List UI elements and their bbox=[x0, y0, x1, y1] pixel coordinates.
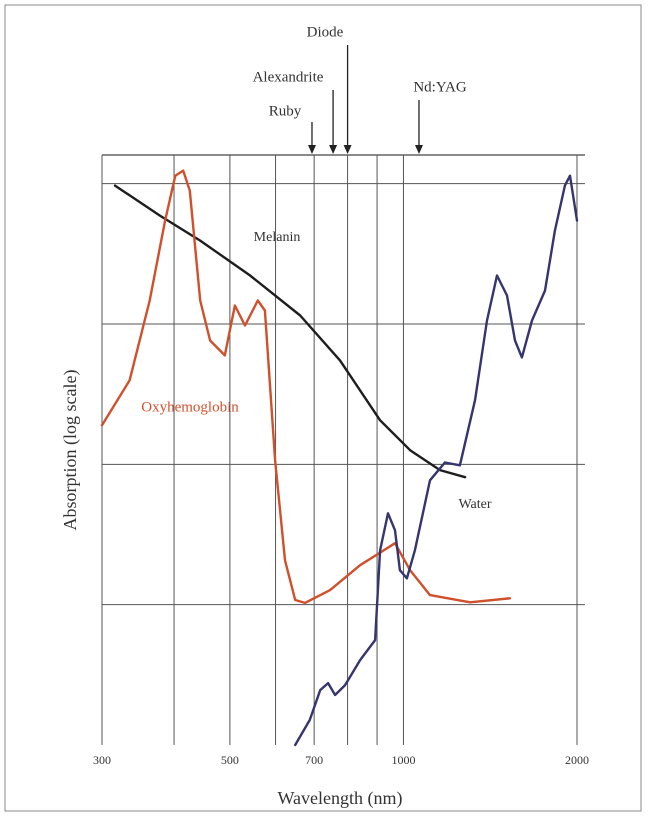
series-line bbox=[100, 169, 512, 605]
laser-label: Diode bbox=[307, 24, 344, 40]
laser-label: Ruby bbox=[269, 103, 302, 119]
x-tick-label: 500 bbox=[221, 753, 239, 767]
laser-label: Nd:YAG bbox=[413, 79, 467, 95]
laser-arrow-head bbox=[329, 145, 338, 154]
series-label: Melanin bbox=[254, 230, 301, 245]
series-line bbox=[294, 174, 579, 747]
x-tick-label: 700 bbox=[305, 753, 323, 767]
x-axis-label: Wavelength (nm) bbox=[277, 788, 402, 809]
series-line bbox=[113, 184, 467, 479]
laser-arrow-head bbox=[414, 145, 423, 154]
y-axis-label: Absorption (log scale) bbox=[60, 370, 81, 531]
series-label: Oxyhemoglobin bbox=[141, 399, 239, 415]
frame bbox=[4, 4, 642, 812]
laser-arrow-head bbox=[343, 145, 352, 154]
x-tick-label: 300 bbox=[93, 753, 111, 767]
x-tick-label: 1000 bbox=[391, 753, 415, 767]
laser-label: Alexandrite bbox=[253, 69, 324, 85]
series-label: Water bbox=[458, 497, 491, 512]
laser-arrow-head bbox=[307, 145, 316, 154]
x-tick-label: 2000 bbox=[565, 753, 589, 767]
